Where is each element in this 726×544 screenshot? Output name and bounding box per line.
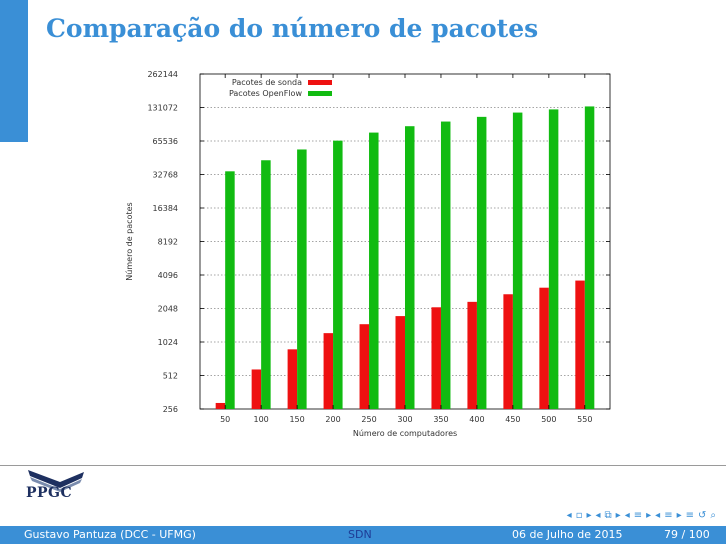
- bar-pacotes-de-sonda: [467, 301, 477, 409]
- x-tick-label: 500: [541, 415, 556, 424]
- bar-pacotes-de-sonda: [251, 369, 262, 409]
- bar-pacotes-openflow: [225, 171, 235, 409]
- bar-pacotes-openflow: [297, 149, 307, 409]
- x-tick-label: 250: [361, 415, 376, 424]
- bar-pacotes-de-sonda: [539, 287, 549, 409]
- bar-pacotes-openflow: [476, 116, 487, 410]
- nav-prev-subsection-icon[interactable]: ◂: [595, 509, 601, 521]
- bar-pacotes-openflow: [369, 132, 379, 409]
- bar-pacotes-de-sonda: [395, 316, 405, 409]
- y-tick-label: 262144: [147, 70, 178, 79]
- bar-pacotes-de-sonda: [359, 324, 370, 409]
- x-tick-label: 400: [469, 415, 484, 424]
- footer-short-title[interactable]: SDN: [348, 528, 372, 541]
- legend-label: Pacotes OpenFlow: [229, 89, 303, 98]
- bar-pacotes-de-sonda: [323, 333, 334, 409]
- nav-subsection-icon[interactable]: ⧉: [604, 509, 612, 521]
- footer-page-number: 79 / 100: [664, 528, 710, 541]
- nav-prev-page-icon[interactable]: ◂: [655, 509, 661, 521]
- x-tick-label: 200: [325, 415, 340, 424]
- bar-pacotes-openflow: [512, 112, 523, 409]
- y-tick-label: 16384: [153, 204, 178, 213]
- bar-pacotes-openflow: [548, 109, 559, 409]
- y-tick-label: 1024: [158, 338, 178, 347]
- y-tick-label: 32768: [153, 171, 178, 180]
- bar-pacotes-openflow: [440, 121, 451, 409]
- slide-title: Comparação do número de pacotes: [46, 14, 539, 43]
- nav-next-frame-icon[interactable]: ▸: [586, 509, 592, 521]
- nav-prev-frame-icon[interactable]: ◂: [566, 509, 572, 521]
- x-tick-label: 150: [289, 415, 304, 424]
- bar-pacotes-de-sonda: [287, 349, 298, 409]
- y-tick-label: 4096: [158, 271, 178, 280]
- x-tick-label: 550: [577, 415, 592, 424]
- x-tick-label: 100: [253, 415, 268, 424]
- side-tab: [0, 0, 28, 142]
- x-tick-label: 350: [433, 415, 448, 424]
- y-tick-label: 2048: [158, 305, 178, 314]
- nav-section-icon[interactable]: ≡: [633, 509, 643, 521]
- bar-pacotes-de-sonda: [215, 402, 226, 409]
- nav-prev-section-icon[interactable]: ◂: [624, 509, 630, 521]
- logo-text: PPGC: [26, 485, 73, 501]
- y-tick-label: 256: [163, 405, 178, 414]
- bar-pacotes-openflow: [333, 140, 343, 409]
- legend-swatch: [308, 80, 332, 85]
- nav-next-page-icon[interactable]: ▸: [676, 509, 682, 521]
- x-tick-label: 450: [505, 415, 520, 424]
- x-axis-label: Número de computadores: [353, 429, 457, 438]
- nav-next-subsection-icon[interactable]: ▸: [615, 509, 621, 521]
- navigation-bar: ◂ ▫ ▸ ◂ ⧉ ▸ ◂ ≡ ▸ ◂ ≡ ▸ ≡ ↺ ⌕: [567, 508, 716, 522]
- bar-chart: 256 512 1024 2048 4096 8192 16384 32768 65536 131…: [125, 70, 611, 438]
- y-tick-label: 512: [163, 372, 178, 381]
- bar-pacotes-openflow: [405, 126, 415, 409]
- bar-pacotes-de-sonda: [575, 280, 585, 409]
- y-tick-label: 131072: [147, 104, 178, 113]
- y-tick-label: 8192: [158, 238, 178, 247]
- footer-separator: [0, 465, 726, 466]
- nav-next-section-icon[interactable]: ▸: [646, 509, 652, 521]
- legend-label: Pacotes de sonda: [232, 78, 302, 87]
- nav-back-icon[interactable]: ↺: [698, 509, 707, 521]
- x-tick-label: 50: [220, 415, 230, 424]
- nav-search-icon[interactable]: ⌕: [710, 509, 716, 521]
- nav-toc-icon[interactable]: ≡: [685, 509, 694, 521]
- bar-pacotes-openflow: [584, 106, 595, 409]
- footer-date: 06 de Julho de 2015: [512, 528, 623, 541]
- y-axis-label: Número de pacotes: [125, 202, 134, 280]
- bar-pacotes-openflow: [261, 160, 271, 409]
- bar-pacotes-de-sonda: [503, 294, 513, 409]
- y-tick-label: 65536: [153, 137, 178, 146]
- bar-pacotes-de-sonda: [431, 307, 441, 409]
- legend-swatch: [308, 91, 332, 96]
- nav-page-icon[interactable]: ≡: [664, 509, 673, 521]
- x-tick-label: 300: [397, 415, 412, 424]
- ppgc-logo-icon: [28, 470, 84, 492]
- footer-author: Gustavo Pantuza (DCC - UFMG): [24, 528, 196, 541]
- nav-frame-icon[interactable]: ▫: [575, 509, 583, 521]
- footer-bar: Gustavo Pantuza (DCC - UFMG) SDN 06 de J…: [0, 526, 726, 544]
